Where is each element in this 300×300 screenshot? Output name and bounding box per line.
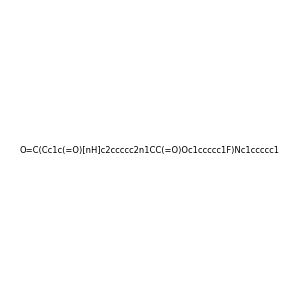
Text: O=C(Cc1c(=O)[nH]c2ccccc2n1CC(=O)Oc1ccccc1F)Nc1ccccc1: O=C(Cc1c(=O)[nH]c2ccccc2n1CC(=O)Oc1ccccc…: [20, 146, 280, 154]
